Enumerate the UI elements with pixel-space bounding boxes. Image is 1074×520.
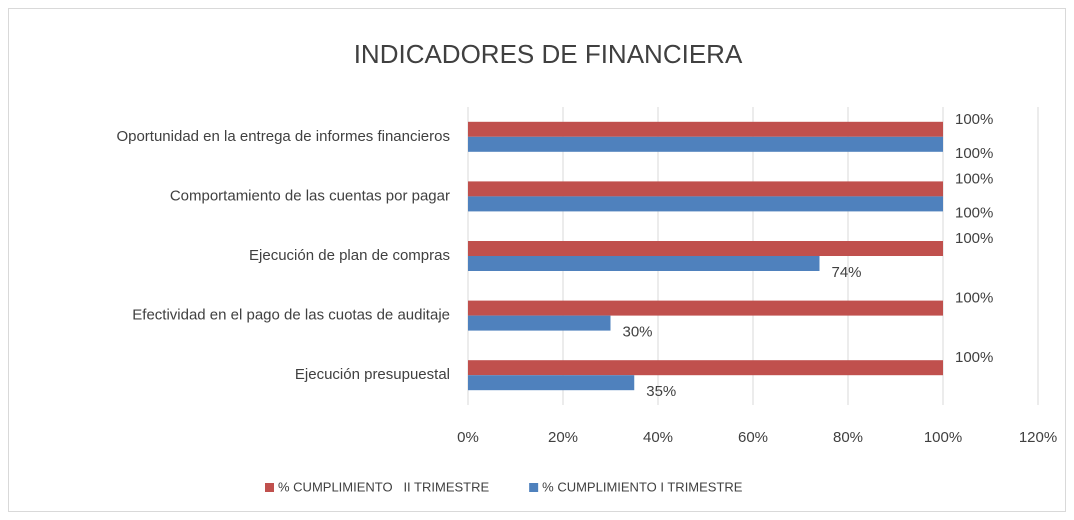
value-label: 100% (955, 230, 993, 247)
value-label: 100% (955, 170, 993, 187)
bar (468, 181, 943, 197)
legend-label: % CUMPLIMIENTO II TRIMESTRE (278, 479, 489, 494)
x-tick-label: 120% (1019, 429, 1057, 446)
bar (468, 196, 943, 212)
y-tick-label: Comportamiento de las cuentas por pagar (170, 187, 450, 204)
bar (468, 241, 943, 256)
value-label: 100% (955, 204, 993, 221)
x-tick-label: 40% (643, 429, 673, 446)
legend-label: % CUMPLIMIENTO I TRIMESTRE (542, 479, 743, 494)
legend-swatch (265, 483, 274, 492)
value-label: 74% (832, 264, 862, 281)
y-tick-label: Oportunidad en la entrega de informes fi… (116, 128, 450, 145)
x-tick-label: 20% (548, 429, 578, 446)
value-label: 100% (955, 145, 993, 162)
x-tick-label: 100% (924, 429, 962, 446)
x-tick-label: 80% (833, 429, 863, 446)
bar (468, 360, 943, 376)
value-label: 100% (955, 111, 993, 128)
bar (468, 136, 943, 152)
bar (468, 300, 943, 316)
bar (468, 315, 611, 331)
y-tick-label: Ejecución de plan de compras (249, 247, 450, 264)
value-label: 35% (646, 383, 676, 400)
chart-title: INDICADORES DE FINANCIERA (354, 39, 743, 69)
bar (468, 375, 635, 391)
bar (468, 121, 943, 137)
bar (468, 256, 820, 271)
y-tick-label: Ejecución presupuestal (295, 366, 450, 383)
x-tick-label: 0% (457, 429, 479, 446)
y-tick-label: Efectividad en el pago de las cuotas de … (132, 307, 450, 324)
value-label: 100% (955, 349, 993, 366)
legend-swatch (529, 483, 539, 492)
value-label: 100% (955, 290, 993, 307)
value-label: 30% (623, 324, 653, 341)
x-tick-label: 60% (738, 429, 768, 446)
